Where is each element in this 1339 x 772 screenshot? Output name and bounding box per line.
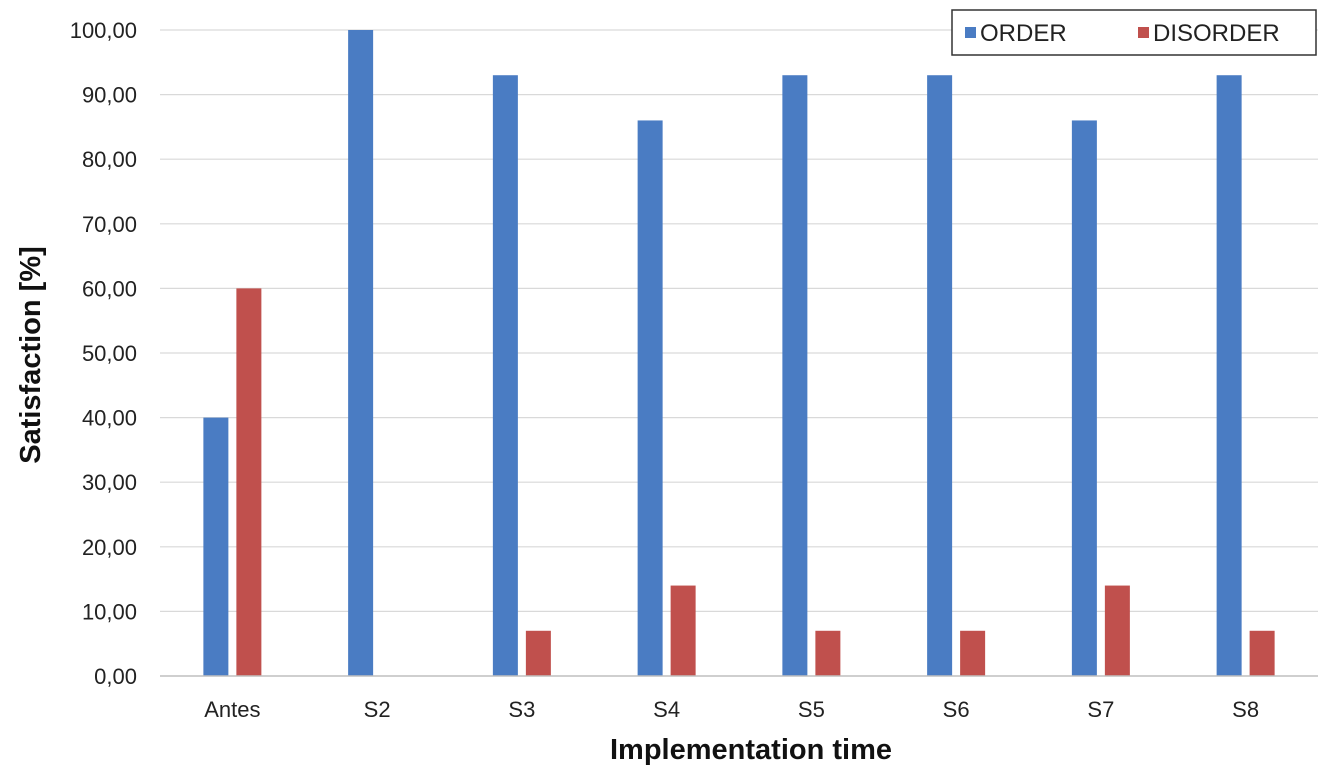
legend-label-disorder: DISORDER	[1153, 20, 1280, 47]
y-tick-label: 100,00	[70, 18, 137, 43]
y-tick-label: 30,00	[82, 470, 137, 495]
bar-order-antes	[203, 417, 229, 676]
bar-order-s8	[1216, 75, 1242, 677]
x-tick-label: S4	[653, 697, 680, 722]
x-tick-label: S3	[508, 697, 535, 722]
bar-order-s7	[1071, 120, 1097, 676]
y-tick-label: 60,00	[82, 276, 137, 301]
y-tick-label: 70,00	[82, 212, 137, 237]
x-tick-label: S2	[364, 697, 391, 722]
bar-order-s5	[782, 75, 808, 677]
legend-frame	[951, 9, 1317, 56]
y-tick-label: 90,00	[82, 83, 137, 108]
bar-order-s2	[348, 30, 374, 676]
y-tick-label: 40,00	[82, 406, 137, 431]
legend-swatch-disorder	[1138, 27, 1149, 38]
x-tick-label: S7	[1087, 697, 1114, 722]
x-axis-ticks: Antes S2 S3 S4 S5 S6 S7 S8	[204, 697, 1259, 722]
legend-label-order: ORDER	[980, 20, 1067, 47]
legend-swatch-order	[965, 27, 976, 38]
y-tick-label: 80,00	[82, 147, 137, 172]
bar-disorder-s6	[960, 630, 986, 676]
gridlines	[160, 29, 1318, 613]
bar-order-s6	[927, 75, 953, 677]
bars	[203, 30, 1275, 677]
x-axis-title: Implementation time	[610, 734, 892, 766]
y-tick-label: 10,00	[82, 599, 137, 624]
x-tick-label: S5	[798, 697, 825, 722]
bar-order-s3	[492, 75, 518, 677]
bar-disorder-s5	[815, 630, 841, 676]
x-tick-label: S6	[943, 697, 970, 722]
legend: ORDER DISORDER	[951, 9, 1317, 56]
bar-disorder-antes	[236, 288, 262, 676]
x-tick-label: S8	[1232, 697, 1259, 722]
x-tick-label: Antes	[204, 697, 260, 722]
bar-disorder-s3	[525, 630, 551, 676]
y-tick-label: 0,00	[94, 664, 137, 689]
bar-order-s4	[637, 120, 663, 676]
y-tick-label: 50,00	[82, 341, 137, 366]
y-axis-ticks: 0,00 10,00 20,00 30,00 40,00 50,00 60,00 70,00 8…	[70, 18, 137, 689]
y-tick-label: 20,00	[82, 535, 137, 560]
bar-disorder-s7	[1104, 585, 1130, 676]
bar-disorder-s8	[1249, 630, 1275, 676]
y-axis-title: Satisfaction [%]	[15, 246, 47, 464]
bar-disorder-s4	[670, 585, 696, 676]
